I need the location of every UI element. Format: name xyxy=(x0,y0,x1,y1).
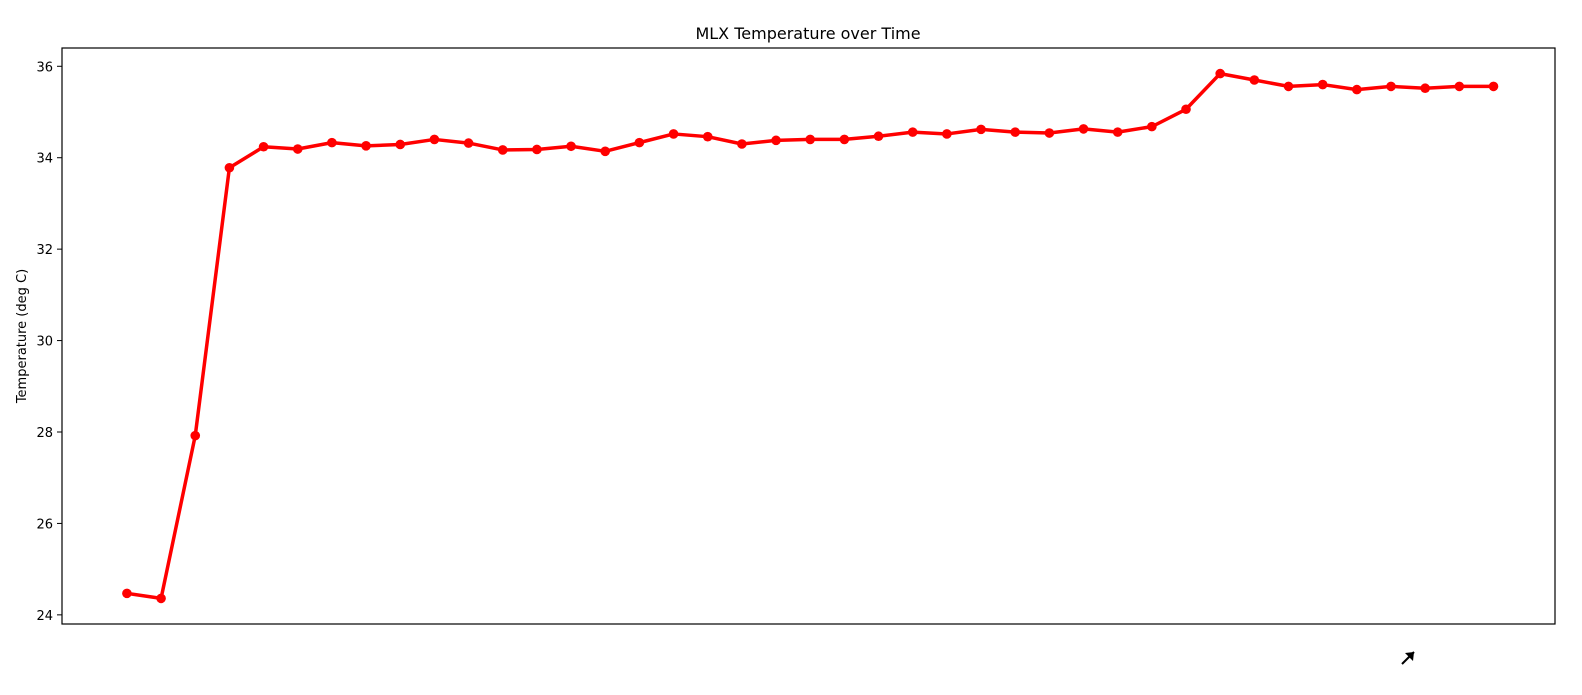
data-point xyxy=(122,588,132,599)
data-point xyxy=(737,139,747,149)
data-point xyxy=(1147,121,1157,132)
data-point xyxy=(1386,81,1396,92)
data-point xyxy=(361,141,371,151)
data-point xyxy=(805,134,816,145)
y-axis: 24 26 28 30 32 34 36 xyxy=(36,60,62,624)
mouse-pointer-icon xyxy=(1401,651,1415,665)
data-point xyxy=(668,129,679,139)
data-point xyxy=(1112,127,1123,137)
y-tick-label: 36 xyxy=(36,60,53,75)
data-point xyxy=(873,131,884,142)
data-point xyxy=(497,145,508,155)
data-point xyxy=(771,135,781,146)
data-point xyxy=(600,146,611,157)
data-point xyxy=(1283,81,1294,92)
data-point xyxy=(190,430,201,441)
data-point xyxy=(839,134,850,145)
data-point xyxy=(292,144,303,154)
data-point xyxy=(224,162,235,173)
data-point xyxy=(1078,124,1089,134)
series-layer xyxy=(122,68,1499,604)
data-point xyxy=(258,141,269,152)
data-point xyxy=(327,137,337,148)
data-point xyxy=(634,137,645,148)
data-point xyxy=(1488,81,1499,92)
data-point xyxy=(1317,79,1328,90)
y-tick-label: 32 xyxy=(36,243,53,258)
data-point xyxy=(1044,128,1055,138)
data-point xyxy=(395,139,406,150)
y-axis-label: Temperature (deg C) xyxy=(15,269,30,404)
y-tick-label: 24 xyxy=(36,609,53,624)
series-line xyxy=(126,71,1494,601)
y-tick-label: 34 xyxy=(36,152,53,167)
data-point xyxy=(1181,104,1191,115)
data-point xyxy=(976,124,986,135)
data-point xyxy=(907,127,918,137)
data-point xyxy=(1215,68,1225,79)
data-point xyxy=(156,593,166,604)
data-point xyxy=(702,131,713,142)
chart-title: MLX Temperature over Time xyxy=(695,24,920,43)
data-point xyxy=(532,144,542,155)
y-tick-label: 26 xyxy=(36,517,53,532)
data-point xyxy=(1454,81,1465,92)
data-point xyxy=(566,141,576,152)
data-point xyxy=(1352,84,1362,95)
y-tick-label: 30 xyxy=(36,335,53,350)
data-point xyxy=(1010,127,1020,137)
data-point xyxy=(463,138,474,148)
plot-area-frame xyxy=(61,47,1556,625)
data-point xyxy=(429,134,440,145)
data-point xyxy=(1249,75,1260,85)
data-point xyxy=(1420,83,1430,94)
data-point xyxy=(942,129,952,139)
y-tick-label: 28 xyxy=(36,426,53,441)
